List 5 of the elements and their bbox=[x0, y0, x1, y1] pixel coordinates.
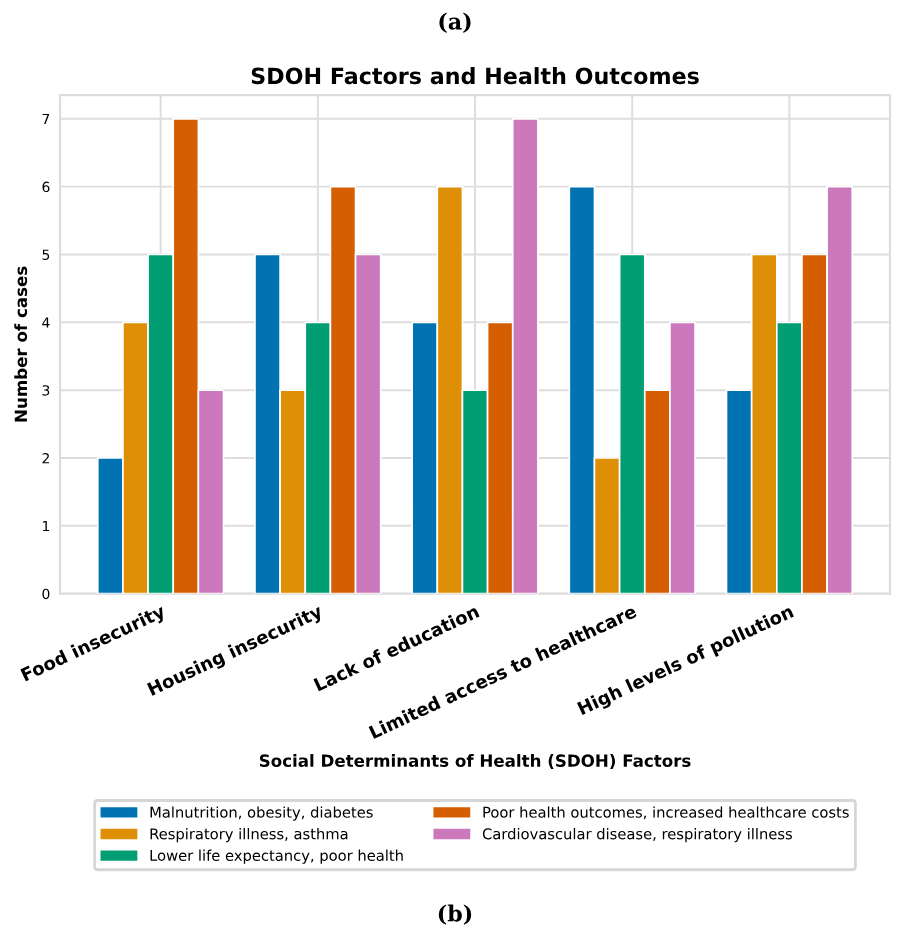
chart-title: SDOH Factors and Health Outcomes bbox=[251, 67, 699, 85]
y-axis-title: Number of cases bbox=[14, 266, 28, 422]
x-axis-title: Social Determinants of Health (SDOH) Factors bbox=[259, 754, 691, 769]
text: (b) bbox=[438, 904, 472, 925]
text: (a) bbox=[439, 12, 471, 33]
